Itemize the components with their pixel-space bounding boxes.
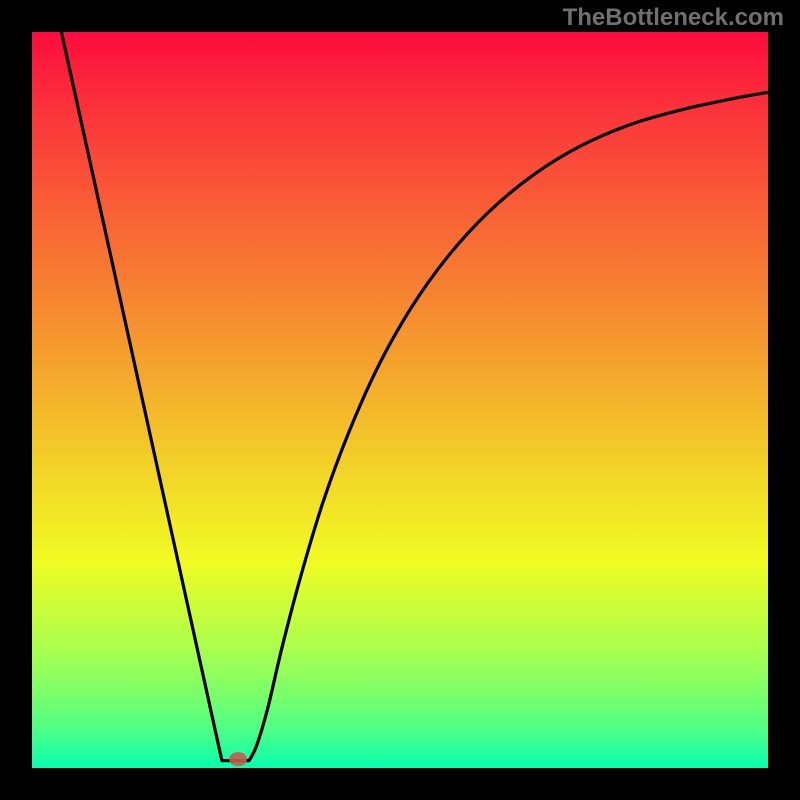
outer-frame: TheBottleneck.com: [0, 0, 800, 800]
bottleneck-curve: [32, 32, 768, 768]
bottleneck-marker: [229, 752, 247, 766]
plot-area: [32, 32, 768, 768]
curve-path: [61, 32, 768, 761]
watermark-label: TheBottleneck.com: [563, 4, 784, 32]
